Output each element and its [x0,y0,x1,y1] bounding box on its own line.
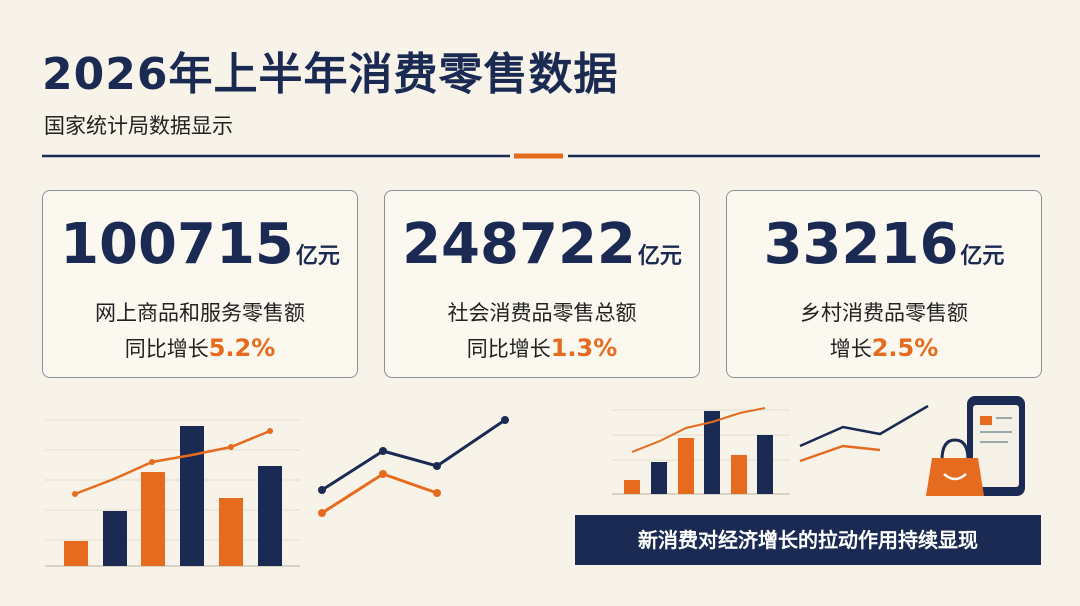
stat-value: 100715 [60,212,294,277]
stat-value-line: 100715亿元 [43,213,357,289]
banner: 新消费对经济增长的拉动作用持续显现 [575,515,1041,565]
stat-value: 33216 [763,212,959,277]
growth-prefix: 同比增长 [466,337,551,361]
stat-card: 100715亿元 网上商品和服务零售额 同比增长5.2% [42,190,358,378]
stat-value: 248722 [402,212,636,277]
stat-unit: 亿元 [295,244,340,269]
left-bars [64,416,509,566]
stat-label: 社会消费品零售总额 [447,301,637,325]
stat-growth-line: 同比增长1.3% [385,333,699,363]
stat-card: 33216亿元 乡村消费品零售额 增长2.5% [726,190,1042,378]
stat-unit: 亿元 [960,244,1005,269]
growth-value: 5.2% [208,334,276,362]
right-illustration [612,396,1025,496]
stat-card: 248722亿元 社会消费品零售总额 同比增长1.3% [384,190,700,378]
stat-unit: 亿元 [637,244,682,269]
growth-prefix: 增长 [829,337,872,361]
subtitle: 国家统计局数据显示 [44,114,233,138]
stat-label: 乡村消费品零售额 [800,301,968,325]
stat-value-line: 248722亿元 [385,213,699,289]
left-illustration [45,419,300,567]
stat-growth-line: 同比增长5.2% [43,333,357,363]
stat-growth-line: 增长2.5% [727,333,1041,363]
growth-value: 2.5% [871,334,939,362]
stat-label: 网上商品和服务零售额 [95,301,305,325]
title: 2026年上半年消费零售数据 [42,49,619,100]
growth-value: 1.3% [550,334,618,362]
growth-prefix: 同比增长 [124,337,209,361]
stat-value-line: 33216亿元 [727,213,1041,289]
